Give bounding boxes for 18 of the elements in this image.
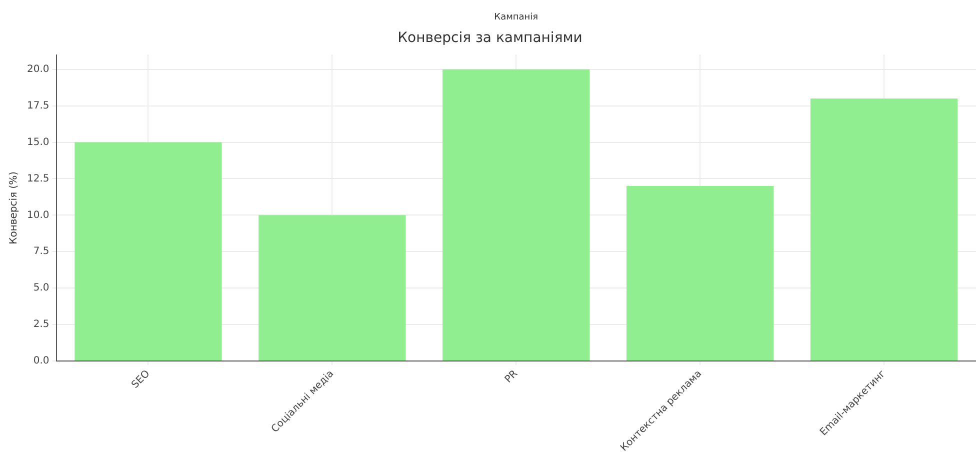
- y-tick-label: 20.0: [27, 64, 50, 75]
- y-tick-label: 15.0: [27, 136, 50, 148]
- x-tick-label: PR: [503, 368, 520, 386]
- y-tick-label: 2.5: [33, 319, 50, 330]
- bar: [258, 215, 406, 360]
- bar: [626, 186, 774, 360]
- bar: [442, 69, 590, 360]
- y-tick-label: 7.5: [33, 246, 50, 258]
- x-axis-title: Кампанія: [494, 12, 538, 22]
- y-axis-title: Конверсія (%): [8, 171, 20, 244]
- y-tick-label: 10.0: [27, 210, 50, 221]
- y-tick-label: 0.0: [33, 356, 50, 367]
- y-tick-label: 12.5: [27, 173, 50, 184]
- chart-title: Конверсія за кампаніями: [398, 30, 582, 46]
- bar: [74, 142, 222, 360]
- bar: [810, 98, 958, 360]
- y-tick-label: 17.5: [27, 100, 50, 112]
- y-tick-label: 5.0: [33, 282, 50, 294]
